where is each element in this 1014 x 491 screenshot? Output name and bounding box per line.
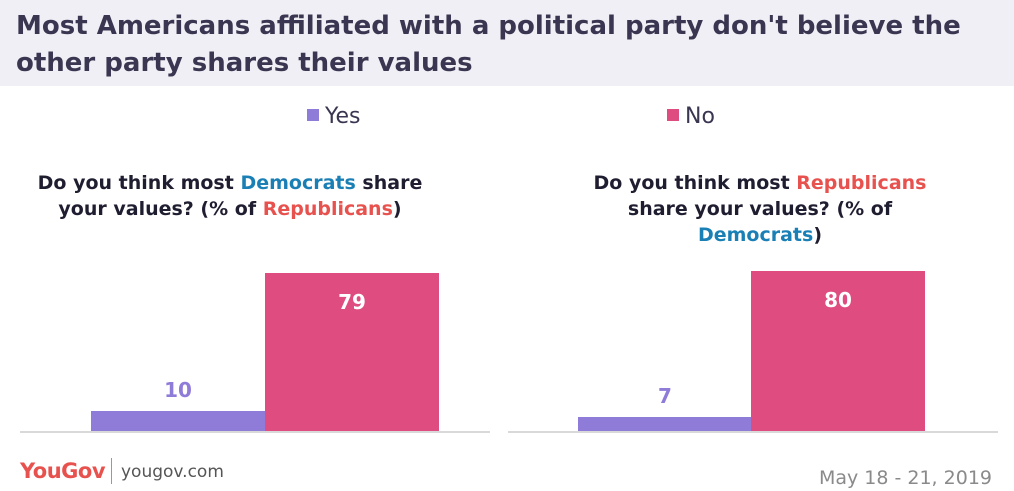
data-label-0-yes: 10 xyxy=(164,378,192,402)
legend-item-yes: Yes xyxy=(307,104,361,129)
bar-1-yes xyxy=(578,417,752,431)
question-1-part-2: share your values? (% of xyxy=(627,198,893,220)
chart-title: Most Americans affiliated with a politic… xyxy=(16,11,961,78)
legend-swatch-no xyxy=(667,109,679,121)
question-0-part-3: Republicans xyxy=(262,198,393,220)
question-1-part-1: Republicans xyxy=(796,172,927,194)
question-0-part-2: share your values? (% of xyxy=(58,172,423,220)
question-0-part-4: ) xyxy=(392,198,402,220)
question-left: Do you think most Democrats share your v… xyxy=(20,170,440,222)
survey-date: May 18 - 21, 2019 xyxy=(818,467,992,489)
question-1-part-4: ) xyxy=(813,224,823,246)
question-1-part-3: Democrats xyxy=(697,224,814,246)
data-label-1-no: 80 xyxy=(824,288,852,312)
data-label-1-yes: 7 xyxy=(658,384,672,408)
title-band xyxy=(0,0,1014,86)
bar-0-yes xyxy=(91,411,265,431)
footer-divider xyxy=(111,458,112,484)
question-0-part-0: Do you think most xyxy=(37,172,241,194)
legend-item-no: No xyxy=(667,104,715,129)
legend-label-no: No xyxy=(685,104,715,129)
question-right: Do you think most Republicans share your… xyxy=(585,170,935,248)
question-1-part-0: Do you think most xyxy=(593,172,797,194)
footer-url: yougov.com xyxy=(121,462,224,482)
question-0-part-1: Democrats xyxy=(240,172,356,194)
bar-0-no xyxy=(265,273,439,431)
legend-label-yes: Yes xyxy=(325,104,361,129)
yougov-logo: YouGov xyxy=(20,459,106,483)
legend-swatch-yes xyxy=(307,109,319,121)
bar-1-no xyxy=(751,271,925,431)
data-label-0-no: 79 xyxy=(338,290,366,314)
